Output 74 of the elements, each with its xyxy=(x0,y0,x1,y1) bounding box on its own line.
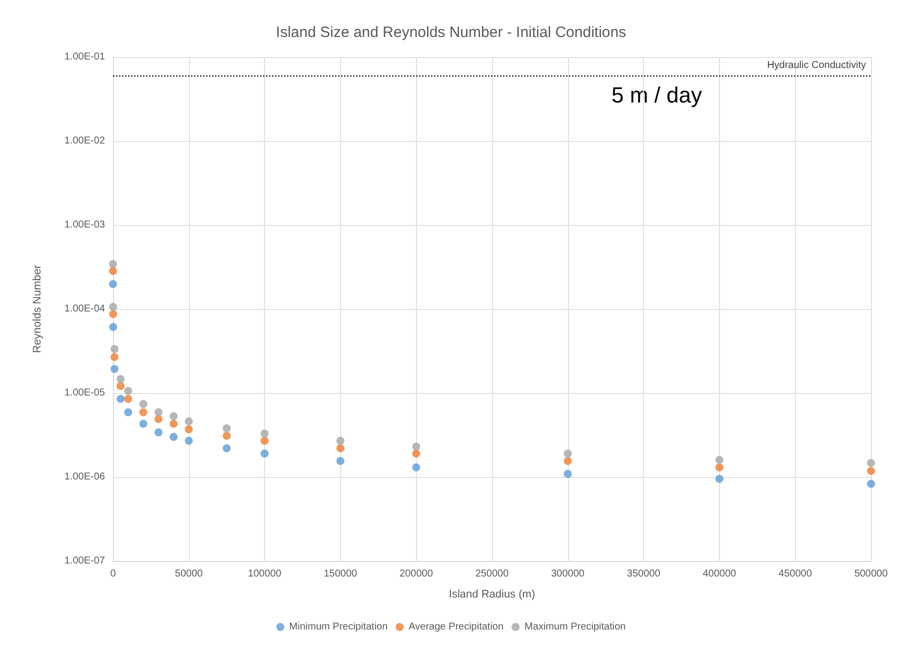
x-axis-title: Island Radius (m) xyxy=(448,588,536,600)
x-tick-label: 450000 xyxy=(778,568,812,580)
point xyxy=(222,444,231,452)
chart-title: Island Size and Reynolds Number - Initial Conditions xyxy=(276,24,626,41)
point xyxy=(867,458,875,467)
point xyxy=(222,432,231,440)
point xyxy=(124,408,132,416)
y-tick-label: 1.00E-02 xyxy=(64,136,106,146)
point xyxy=(260,436,269,445)
point xyxy=(170,420,178,428)
point xyxy=(867,466,875,475)
x-tick-label: 300000 xyxy=(551,568,585,580)
point xyxy=(139,400,148,408)
point xyxy=(124,394,132,403)
point xyxy=(222,424,231,432)
y-tick-label: 1.00E-04 xyxy=(64,304,106,314)
x-tick-label: 250000 xyxy=(475,568,510,580)
ref-line-label: Hydraulic Conductivity xyxy=(767,60,866,72)
x-tick-label: 50000 xyxy=(174,568,204,580)
x-tick-label: 150000 xyxy=(324,568,358,580)
x-tick-label: 0 xyxy=(110,568,116,580)
legend-label: Average Precipitation xyxy=(408,622,504,632)
x-tick-label: 500000 xyxy=(854,568,888,580)
y-tick-label: 1.00E-01 xyxy=(64,52,106,62)
point xyxy=(867,480,875,488)
point xyxy=(564,470,572,478)
point xyxy=(109,302,118,311)
point xyxy=(110,353,119,362)
point xyxy=(109,260,118,268)
point xyxy=(260,450,269,458)
point xyxy=(139,408,148,416)
point xyxy=(109,323,118,332)
point xyxy=(336,436,344,445)
point xyxy=(109,280,118,288)
point xyxy=(154,428,162,436)
x-tick-label: 200000 xyxy=(400,568,434,580)
point xyxy=(715,456,724,464)
point xyxy=(109,267,118,276)
y-tick-label: 1.00E-07 xyxy=(64,556,106,566)
point xyxy=(412,442,420,451)
point xyxy=(715,474,724,483)
point xyxy=(260,429,269,438)
point xyxy=(336,444,344,452)
y-axis-title: Reynolds Number xyxy=(32,264,44,354)
point xyxy=(170,432,178,441)
point xyxy=(715,463,724,472)
y-tick-label: 1.00E-03 xyxy=(64,220,106,230)
x-tick-label: 400000 xyxy=(702,568,737,580)
x-tick-label: 350000 xyxy=(626,568,661,580)
y-tick-label: 1.00E-06 xyxy=(64,472,106,482)
point xyxy=(116,382,125,390)
point xyxy=(412,450,420,458)
point xyxy=(336,457,344,466)
point xyxy=(110,345,119,354)
point xyxy=(154,415,162,424)
point xyxy=(564,450,572,458)
x-tick-label: 100000 xyxy=(248,568,282,580)
point xyxy=(116,394,125,403)
point xyxy=(184,436,193,445)
legend-label: Maximum Precipitation xyxy=(524,622,626,632)
point xyxy=(564,457,572,466)
point xyxy=(124,386,132,395)
point xyxy=(110,365,119,374)
y-tick-label: 1.00E-05 xyxy=(64,388,106,398)
point xyxy=(154,408,162,416)
legend-label: Minimum Precipitation xyxy=(289,622,388,632)
point xyxy=(184,417,193,426)
point xyxy=(109,310,118,318)
point xyxy=(184,425,193,434)
point xyxy=(170,412,178,420)
annotation: 5 m / day xyxy=(612,82,702,108)
point xyxy=(139,420,148,428)
point xyxy=(412,463,420,472)
point xyxy=(116,374,125,383)
